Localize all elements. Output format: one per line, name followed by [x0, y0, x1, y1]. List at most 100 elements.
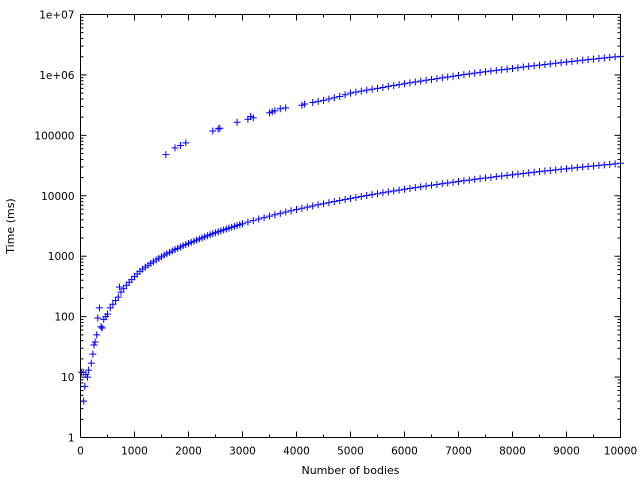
- data-point: [271, 107, 279, 115]
- y-tick-label: 100000: [34, 130, 74, 142]
- data-point: [384, 82, 392, 90]
- data-point: [552, 166, 560, 174]
- data-point: [89, 350, 97, 358]
- data-point: [465, 70, 473, 78]
- plot-frame: [80, 14, 621, 438]
- x-tick-label: 5000: [337, 446, 364, 458]
- x-tick-label: 0: [77, 446, 84, 458]
- data-point: [514, 170, 522, 178]
- data-point: [460, 177, 468, 185]
- data-point: [465, 176, 473, 184]
- data-point: [482, 174, 489, 182]
- data-point: [519, 169, 527, 177]
- data-point: [606, 160, 614, 168]
- data-point: [114, 293, 122, 301]
- data-point: [503, 65, 511, 73]
- x-tick-label: 4000: [283, 446, 310, 458]
- data-point: [492, 66, 500, 74]
- data-point: [509, 171, 516, 179]
- data-point: [584, 56, 592, 64]
- data-point: [563, 58, 570, 66]
- data-point: [363, 192, 371, 200]
- data-point: [379, 189, 387, 197]
- data-point: [106, 304, 114, 312]
- data-point: [546, 166, 554, 174]
- data-point: [503, 171, 511, 179]
- y-tick-label: 10: [61, 372, 74, 384]
- x-tick-label: 8000: [499, 446, 526, 458]
- data-point: [417, 77, 425, 85]
- data-point: [115, 283, 123, 291]
- data-point: [514, 64, 522, 72]
- data-point: [171, 144, 179, 152]
- data-point: [81, 382, 89, 390]
- data-point: [352, 193, 360, 201]
- data-point: [492, 173, 500, 181]
- data-point: [541, 167, 549, 175]
- data-point: [255, 215, 263, 223]
- data-point: [352, 88, 360, 96]
- data-point: [536, 168, 543, 176]
- data-point: [471, 175, 479, 183]
- data-point: [209, 127, 217, 135]
- data-point: [93, 331, 101, 339]
- data-point: [216, 124, 224, 132]
- data-point: [498, 66, 506, 74]
- data-point: [395, 81, 403, 89]
- data-point: [406, 184, 414, 192]
- y-tick-label: 1: [68, 433, 75, 445]
- data-point: [438, 180, 446, 188]
- y-tick-label: 10000: [41, 191, 74, 203]
- data-point: [390, 187, 398, 195]
- data-point: [303, 203, 311, 211]
- data-point: [600, 161, 608, 169]
- data-point: [590, 162, 597, 170]
- data-point: [363, 86, 371, 94]
- data-point: [590, 55, 597, 63]
- data-point: [309, 98, 317, 106]
- data-point: [482, 68, 489, 76]
- data-point: [530, 62, 538, 70]
- data-point: [314, 97, 322, 105]
- data-point: [395, 186, 403, 194]
- data-point: [336, 92, 344, 100]
- data-point: [91, 338, 99, 346]
- data-point: [357, 193, 365, 201]
- data-point: [444, 73, 452, 81]
- data-point: [428, 181, 435, 189]
- data-point: [433, 75, 441, 83]
- data-point: [552, 59, 560, 67]
- data-point: [557, 165, 565, 173]
- data-point: [282, 208, 290, 216]
- data-point: [298, 204, 306, 212]
- data-point: [438, 74, 446, 82]
- data-point: [109, 300, 117, 308]
- data-point: [455, 177, 462, 185]
- data-point: [428, 76, 435, 84]
- data-point: [455, 71, 462, 79]
- data-point: [476, 175, 484, 183]
- data-point: [487, 173, 495, 181]
- data-point: [368, 85, 376, 93]
- data-point: [525, 169, 533, 177]
- data-point: [530, 168, 538, 176]
- data-point: [422, 76, 430, 84]
- x-tick-label: 7000: [445, 446, 472, 458]
- data-point: [401, 80, 408, 88]
- data-point: [417, 183, 425, 191]
- x-tick-label: 3000: [229, 446, 256, 458]
- data-point: [320, 200, 327, 208]
- data-point: [260, 214, 268, 222]
- data-point: [606, 53, 614, 61]
- data-point: [536, 61, 543, 69]
- data-point: [584, 162, 592, 170]
- data-point: [379, 83, 387, 91]
- data-point: [368, 191, 376, 199]
- data-point: [374, 190, 381, 198]
- data-point: [239, 220, 246, 228]
- data-point: [509, 64, 516, 72]
- data-point: [541, 60, 549, 68]
- data-point: [563, 165, 570, 173]
